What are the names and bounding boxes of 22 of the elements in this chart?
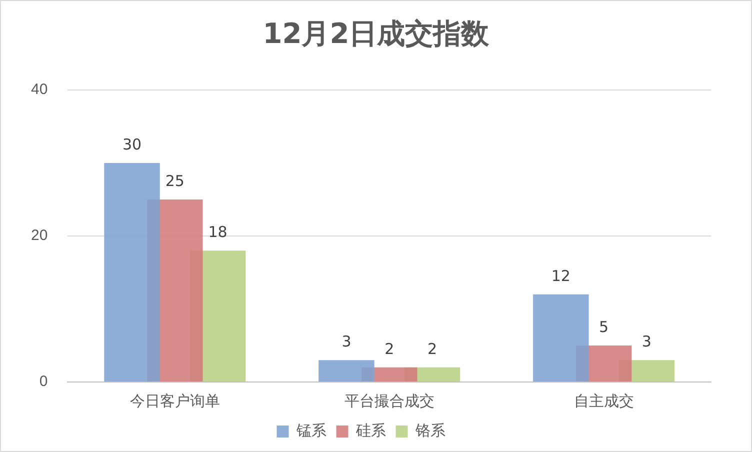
x-tick-label: 今日客户询单 <box>130 393 220 410</box>
x-tick-label: 自主成交 <box>574 393 634 410</box>
data-label: 2 <box>384 340 394 358</box>
y-tick-label: 40 <box>30 81 48 98</box>
chart-title: 12月2日成交指数 <box>262 16 490 52</box>
bar <box>533 294 589 382</box>
bar <box>104 163 160 382</box>
legend-label: 锰系 <box>295 422 326 440</box>
data-label: 3 <box>342 332 352 350</box>
legend-label: 硅系 <box>354 422 386 440</box>
data-label: 18 <box>208 222 228 241</box>
y-tick-label: 20 <box>30 227 48 244</box>
data-label: 3 <box>642 332 652 350</box>
legend-label: 铬系 <box>414 422 446 440</box>
data-label: 2 <box>427 340 438 358</box>
data-label: 30 <box>122 135 142 154</box>
data-label: 5 <box>599 318 609 336</box>
y-tick-label: 0 <box>39 373 48 390</box>
x-tick-label: 平台撮合成交 <box>344 393 434 410</box>
data-label: 12 <box>551 266 570 285</box>
data-label: 25 <box>165 172 184 190</box>
bar <box>318 360 374 382</box>
